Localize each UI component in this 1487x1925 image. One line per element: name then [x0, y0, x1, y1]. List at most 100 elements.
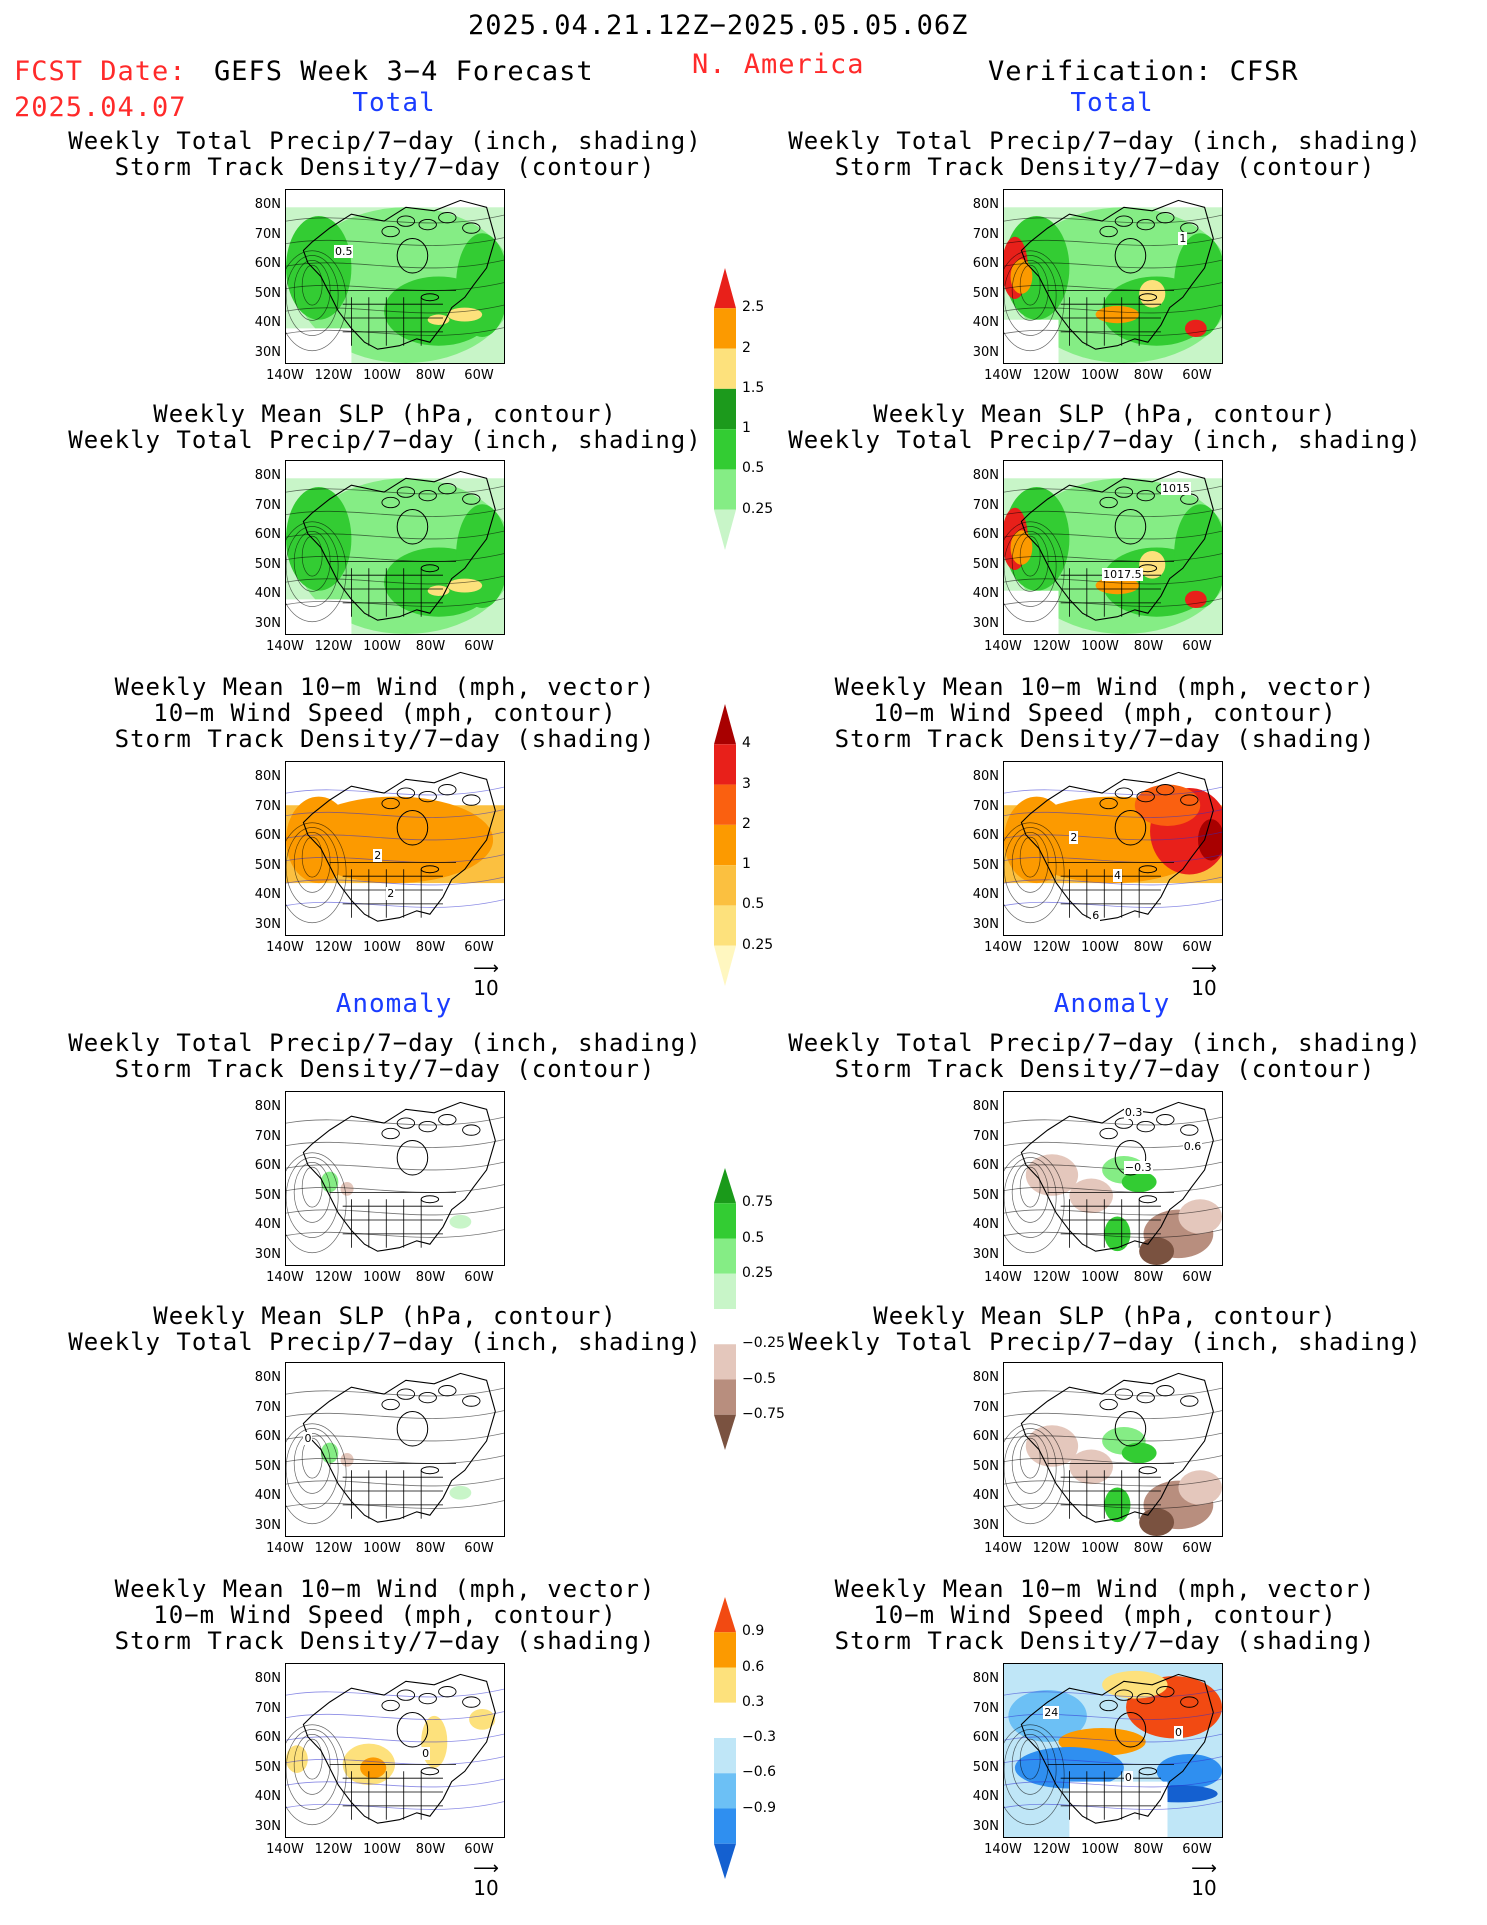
colorbar-segment	[714, 1414, 736, 1450]
latitude-label: 80N	[972, 1370, 999, 1385]
vector-arrow-icon: ⟶	[1191, 958, 1217, 979]
longitude-label: 120W	[1032, 1541, 1071, 1556]
contour-line	[1004, 1428, 1057, 1509]
contour-line	[301, 836, 323, 878]
coastline	[381, 1127, 400, 1140]
panel-title-anom-wind-verif: Weekly Mean 10−m Wind (mph, vector) 10−m…	[745, 1576, 1465, 1654]
colorbar-segment	[714, 388, 736, 430]
coastline	[396, 1711, 429, 1748]
coastline	[1020, 1101, 1214, 1252]
colorbar-tick-label: 0.6	[742, 1658, 765, 1675]
contour-line	[1004, 1229, 1222, 1238]
vector-arrow-icon: ⟶	[473, 1858, 499, 1879]
coastline	[1136, 790, 1155, 803]
contour-line	[286, 786, 504, 796]
shaded-region	[286, 328, 352, 363]
coastline	[1099, 1699, 1118, 1712]
latitude-label: 30N	[972, 344, 999, 360]
contour-line	[286, 259, 504, 269]
colorbar-storm-total	[714, 704, 736, 990]
contour-line	[1004, 1116, 1222, 1126]
colorbar-tick-label: −0.75	[742, 1405, 785, 1422]
latitude-label: 60N	[972, 828, 999, 843]
colorbar-segment	[714, 469, 736, 510]
coastline	[1020, 771, 1214, 922]
latitude-label: 50N	[972, 556, 999, 572]
title-line: Storm Track Density/7−day (shading)	[114, 725, 656, 753]
longitude-label: 120W	[1032, 1842, 1071, 1857]
contour-line	[1004, 1477, 1222, 1487]
latitude-label: 70N	[972, 1700, 999, 1716]
date-range-title: 2025.04.21.12Z−2025.05.05.06Z	[468, 10, 969, 41]
coastline	[1114, 1388, 1134, 1400]
title-line: Weekly Mean SLP (hPa, contour)	[873, 400, 1337, 428]
coastline	[1180, 794, 1199, 806]
contour-line	[1004, 1152, 1065, 1254]
contour-line	[286, 304, 504, 314]
coastline	[438, 212, 457, 224]
contour-line	[286, 1161, 504, 1171]
title-line: 10−m Wind Speed (mph, contour)	[873, 699, 1337, 727]
colorbar-tick-label: 1.5	[742, 379, 765, 396]
contour-line	[286, 282, 504, 291]
shaded-region	[340, 1452, 354, 1467]
title-line: Storm Track Density/7−day (contour)	[114, 153, 656, 181]
contour-label: 0	[303, 1432, 313, 1446]
colorbar-tick-label: 0.5	[742, 460, 765, 477]
coastline	[438, 1385, 457, 1397]
title-line: Weekly Mean SLP (hPa, contour)	[153, 400, 617, 428]
contour-line	[1004, 899, 1222, 908]
latitude-label: 30N	[254, 1517, 281, 1533]
contour-line	[301, 264, 323, 306]
contour-label: 0.5	[333, 245, 354, 259]
coastline	[1114, 1117, 1134, 1129]
coastline	[396, 1117, 416, 1129]
latitude-label: 80N	[972, 1671, 999, 1686]
coastline	[1020, 1372, 1214, 1523]
longitude-label: 100W	[1081, 368, 1119, 383]
colorbar-segment	[714, 1632, 736, 1668]
colorbar-tick-label: 0.25	[742, 936, 774, 953]
coastline	[1156, 784, 1175, 796]
coastline	[462, 1124, 481, 1136]
coastline	[1114, 787, 1134, 799]
coastline	[418, 1692, 437, 1705]
longitude-label: 120W	[1032, 1270, 1071, 1285]
longitude-label: 100W	[363, 639, 401, 654]
coastline	[420, 1466, 440, 1475]
longitude-label: 100W	[1081, 940, 1119, 955]
contour-line	[286, 1724, 347, 1826]
contour-line	[286, 1152, 347, 1254]
longitude-label: 80W	[1133, 639, 1164, 654]
contour-line	[1004, 237, 1222, 246]
latitude-label: 60N	[254, 828, 281, 843]
shaded-region	[1178, 1199, 1222, 1234]
latitude-label: 60N	[972, 1429, 999, 1444]
colorbar-tick-label: 4	[742, 735, 751, 752]
vector-reference: ⟶ 10	[466, 960, 506, 1001]
contour-line	[286, 575, 504, 585]
contour-line	[301, 1166, 323, 1208]
longitude-label: 80W	[415, 940, 446, 955]
shaded-region	[447, 307, 483, 322]
longitude-label: 100W	[1081, 1270, 1119, 1285]
longitude-label: 80W	[415, 639, 446, 654]
latitude-label: 30N	[254, 615, 281, 631]
coastline	[1114, 1689, 1134, 1701]
colorbar-tick-label: 2	[742, 339, 751, 356]
shaded-region	[1095, 305, 1140, 324]
longitude-label: 100W	[363, 1541, 401, 1556]
contour-label: 1015	[1160, 481, 1191, 495]
latitude-label: 40N	[254, 315, 281, 330]
title-line: Storm Track Density/7−day (contour)	[114, 1055, 656, 1083]
longitude-label: 100W	[363, 1842, 401, 1857]
map-canvas	[286, 1372, 504, 1525]
contour-label: 0	[1123, 1771, 1133, 1785]
colorbar-tick-label: −0.9	[742, 1799, 776, 1816]
colorbar-segment	[714, 1702, 736, 1738]
shaded-region	[320, 1171, 339, 1193]
contour-line	[286, 1432, 504, 1442]
contour-line	[286, 809, 504, 818]
latitude-label: 70N	[972, 1399, 999, 1415]
latitude-label: 50N	[254, 285, 281, 301]
